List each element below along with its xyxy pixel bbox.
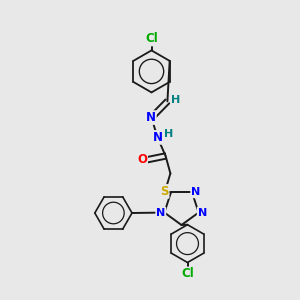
Text: Cl: Cl bbox=[145, 32, 158, 46]
Text: S: S bbox=[160, 185, 169, 198]
Text: N: N bbox=[156, 208, 165, 218]
Text: N: N bbox=[146, 111, 156, 124]
Text: H: H bbox=[164, 129, 173, 139]
Text: Cl: Cl bbox=[181, 267, 194, 280]
Text: N: N bbox=[153, 131, 163, 144]
Text: N: N bbox=[191, 188, 200, 197]
Text: O: O bbox=[137, 153, 147, 167]
Text: H: H bbox=[171, 95, 180, 105]
Text: N: N bbox=[198, 208, 207, 218]
